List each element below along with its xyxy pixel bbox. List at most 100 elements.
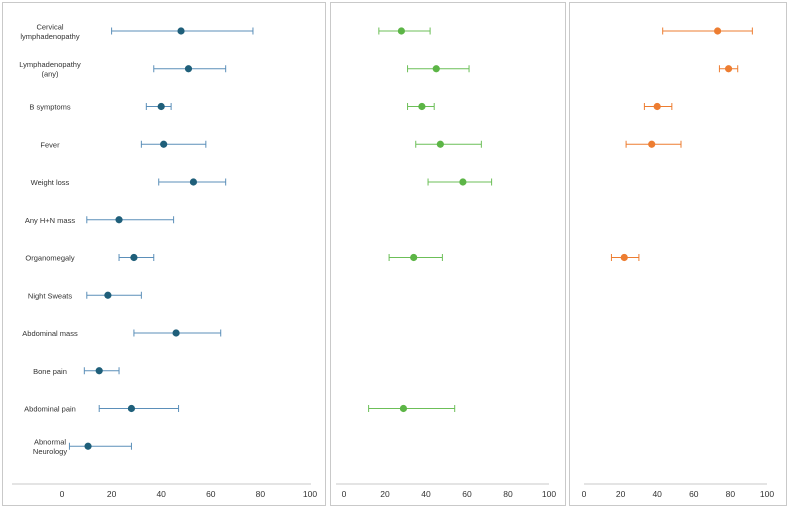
panel-frame-1 [2, 2, 326, 506]
data-point-group [388, 253, 443, 262]
x-tick-label: 40 [156, 489, 166, 499]
data-point-group [378, 27, 431, 35]
data-point [410, 253, 418, 262]
data-point-group [718, 65, 739, 73]
data-point [184, 65, 193, 73]
data-point-group [111, 27, 254, 35]
category-label-line: Any H+N mass [25, 216, 75, 225]
x-tick-label: 60 [206, 489, 216, 499]
category-label: B symptoms [29, 103, 71, 112]
x-tick-label: 40 [652, 489, 662, 499]
data-point-group [407, 65, 470, 73]
category-label-line: Cervical [36, 22, 63, 31]
x-tick-label: 20 [616, 489, 626, 499]
x-tick-label: 0 [582, 489, 587, 499]
category-labels: Cervical lymphadenopathy Lymphadenopathy (a… [19, 22, 81, 456]
category-label-line: Bone pain [33, 367, 67, 376]
data-point [177, 27, 185, 35]
x-tick-label: 80 [256, 489, 266, 499]
data-point [620, 253, 628, 262]
category-label-line: Abdominal mass [22, 329, 78, 338]
data-point [160, 140, 168, 148]
x-tick-label: 60 [689, 489, 699, 499]
data-point [713, 27, 722, 35]
category-label: Abnormal Neurology [33, 438, 67, 457]
data-point-group [86, 216, 175, 224]
category-label-line: lymphadenopathy [20, 32, 79, 41]
data-point-group [158, 178, 227, 186]
panel-frame-3 [569, 2, 787, 506]
x-tick-label: 100 [303, 489, 317, 499]
category-label: Bone pain [33, 367, 67, 376]
data-point [95, 367, 103, 375]
data-point-group [427, 178, 493, 186]
category-label: Cervical lymphadenopathy [20, 22, 79, 41]
category-label: Weight loss [31, 178, 70, 187]
x-tick-label: 80 [503, 489, 513, 499]
x-tick-label: 20 [380, 489, 390, 499]
x-tick-label: 40 [421, 489, 431, 499]
data-marks [68, 27, 753, 450]
data-point-group [86, 291, 142, 299]
category-label: Any H+N mass [25, 216, 75, 225]
category-label-line: Abdominal pain [24, 405, 76, 414]
data-point [653, 102, 661, 111]
category-label: Lymphadenopathy (any) [19, 60, 81, 79]
data-point-group [98, 404, 180, 413]
data-point-group [368, 404, 456, 413]
data-point [459, 178, 467, 186]
category-label: Organomegaly [25, 254, 74, 263]
x-axes: 0 20 40 60 80 100 0 20 40 60 80 100 0 20 40 60 80 100 [12, 483, 774, 499]
x-tick-label: 80 [726, 489, 736, 499]
data-point [189, 178, 198, 186]
data-point-group [625, 140, 682, 148]
data-point-group [140, 140, 207, 148]
category-label-line: (any) [41, 70, 59, 79]
data-point [399, 404, 408, 413]
x-tick-label: 100 [760, 489, 774, 499]
category-label-line: Abnormal [34, 438, 66, 447]
category-label: Abdominal mass [22, 329, 78, 338]
data-point [432, 65, 440, 73]
category-label: Abdominal pain [24, 405, 76, 414]
category-label-line: Weight loss [31, 178, 70, 187]
category-label: Fever [40, 140, 60, 149]
data-point-group [662, 27, 753, 35]
category-label-line: Night Sweats [28, 291, 72, 300]
data-point [418, 102, 426, 111]
data-point-group [118, 253, 155, 262]
x-tick-label: 60 [462, 489, 472, 499]
x-tick-label: 0 [60, 489, 65, 499]
data-point-group [145, 102, 172, 111]
x-tick-label: 100 [542, 489, 556, 499]
data-point [104, 291, 112, 299]
data-point-group [153, 65, 227, 73]
category-label-line: Neurology [33, 447, 67, 456]
category-label: Night Sweats [28, 291, 72, 300]
data-point-group [610, 253, 640, 262]
category-label-line: Fever [40, 140, 60, 149]
data-point [436, 140, 444, 148]
data-point [397, 27, 405, 35]
x-tick-label: 0 [342, 489, 347, 499]
data-point [84, 442, 92, 450]
data-point [724, 65, 733, 73]
x-tick-label: 20 [107, 489, 117, 499]
data-point-group [133, 329, 222, 337]
data-point [130, 253, 138, 262]
panel-frame-2 [330, 2, 566, 506]
category-label-line: Organomegaly [25, 254, 74, 263]
data-point-group [407, 102, 435, 111]
data-point [127, 404, 136, 413]
data-point [648, 140, 656, 148]
data-point-group [68, 442, 132, 450]
data-point [115, 216, 123, 224]
data-point-group [643, 102, 673, 111]
data-point [157, 102, 165, 111]
data-point [172, 329, 180, 337]
category-label-line: B symptoms [29, 103, 71, 112]
data-point-group [83, 367, 120, 375]
data-point-group [415, 140, 482, 148]
